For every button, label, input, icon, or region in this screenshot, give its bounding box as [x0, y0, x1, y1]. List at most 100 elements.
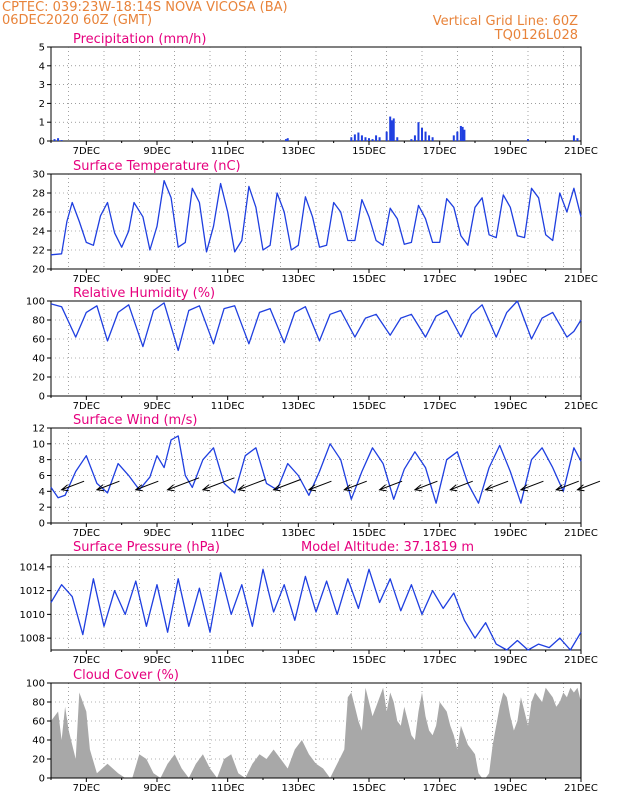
- precip-bar: [572, 135, 575, 141]
- precip-xtick-label: 13DEC: [281, 146, 315, 157]
- precip-xtick-label: 15DEC: [352, 146, 386, 157]
- precip-bar: [390, 120, 393, 141]
- precip-bar: [392, 118, 395, 141]
- precip-bar: [53, 139, 56, 141]
- pressure-xtick-label: 7DEC: [73, 655, 100, 666]
- wind-ytick-label: 6: [39, 471, 45, 482]
- precip-bar: [353, 134, 356, 141]
- wind-xtick-label: 19DEC: [493, 528, 527, 539]
- temp-ytick-label: 26: [32, 208, 45, 219]
- wind-wind-arrowhead: [519, 484, 529, 492]
- rh-xtick-label: 15DEC: [352, 401, 386, 412]
- precip-bar: [576, 138, 579, 141]
- wind-title: Surface Wind (m/s): [73, 413, 197, 428]
- temp-xtick-label: 13DEC: [281, 274, 315, 285]
- precip-bar: [527, 139, 529, 141]
- temp-title: Surface Temperature (nC): [73, 159, 241, 174]
- cloud-xtick-label: 19DEC: [493, 783, 527, 794]
- pressure-ytick-label: 1012: [20, 586, 45, 597]
- wind-wind-arrow: [556, 480, 579, 491]
- precip-bar: [461, 126, 464, 141]
- cloud-xtick-label: 15DEC: [352, 783, 386, 794]
- pressure-panel: [47, 554, 582, 654]
- temp-xtick-label: 19DEC: [493, 274, 527, 285]
- precip-bar: [459, 125, 462, 141]
- precip-ytick-label: 5: [39, 43, 45, 54]
- pressure-xtick-label: 9DEC: [143, 655, 170, 666]
- rh-xtick-label: 17DEC: [423, 401, 457, 412]
- rh-ytick-label: 100: [26, 297, 45, 308]
- wind-wind-arrow: [450, 480, 473, 491]
- precip-bar: [284, 139, 287, 141]
- pressure-xtick-label: 13DEC: [281, 655, 315, 666]
- precip-bar: [431, 137, 434, 141]
- precip-xtick-label: 21DEC: [564, 146, 598, 157]
- temp-ytick-label: 22: [32, 246, 45, 257]
- wind-wind-arrow: [379, 480, 403, 491]
- wind-wind-arrow: [273, 479, 301, 491]
- cloud-xtick-label: 17DEC: [423, 783, 457, 794]
- rh-xtick-label: 9DEC: [143, 401, 170, 412]
- wind-wind-arrowhead: [555, 484, 564, 492]
- precip-bar: [413, 135, 416, 141]
- cloud-ytick-label: 40: [32, 736, 45, 747]
- header-grid-info: Vertical Grid Line: 60Z: [432, 14, 578, 29]
- precip-xtick-label: 9DEC: [143, 146, 170, 157]
- precip-bar: [378, 137, 381, 141]
- cloud-area: [51, 687, 581, 778]
- precip-ytick-label: 2: [39, 99, 45, 110]
- precip-ytick-label: 3: [39, 80, 45, 91]
- temp-xtick-label: 7DEC: [73, 274, 100, 285]
- precip-bar: [428, 135, 431, 141]
- wind-wind-arrow: [344, 480, 367, 491]
- wind-ytick-label: 8: [39, 455, 45, 466]
- pressure-xtick-label: 11DEC: [211, 655, 245, 666]
- precip-bar: [421, 127, 423, 141]
- wind-ytick-label: 2: [39, 503, 45, 514]
- cloud-ytick-label: 80: [32, 698, 45, 709]
- precip-bar: [396, 137, 399, 141]
- wind-wind-arrowhead: [272, 484, 281, 492]
- precip-bar: [57, 138, 60, 141]
- wind-xtick-label: 15DEC: [352, 528, 386, 539]
- pressure-ytick-label: 1014: [20, 562, 45, 573]
- precip-ytick-label: 1: [39, 118, 45, 129]
- precip-bar: [424, 131, 427, 141]
- rh-xtick-label: 21DEC: [564, 401, 598, 412]
- wind-xtick-label: 9DEC: [143, 528, 170, 539]
- precip-xtick-label: 11DEC: [211, 146, 245, 157]
- precip-title: Precipitation (mm/h): [73, 32, 206, 47]
- precip-panel: [47, 46, 582, 145]
- precip-xtick-label: 19DEC: [493, 146, 527, 157]
- header-model-id: TQ0126L028: [494, 28, 578, 43]
- cloud-xtick-label: 21DEC: [564, 783, 598, 794]
- precip-bar: [456, 131, 459, 141]
- precip-bar: [368, 138, 370, 141]
- precip-bar: [385, 131, 388, 141]
- temp-ytick-label: 20: [32, 265, 45, 276]
- precip-bar: [350, 137, 353, 141]
- temp-xtick-label: 17DEC: [423, 274, 457, 285]
- wind-ytick-label: 4: [39, 487, 45, 498]
- wind-wind-arrow: [61, 480, 85, 491]
- temp-series-line: [50, 179, 582, 256]
- rh-series-line: [50, 300, 582, 352]
- wind-series-line: [50, 435, 582, 504]
- wind-ytick-label: 10: [32, 439, 45, 450]
- temp-xtick-label: 9DEC: [143, 274, 170, 285]
- wind-wind-arrowhead: [449, 484, 458, 492]
- precip-bar: [375, 135, 378, 141]
- wind-wind-arrowhead: [307, 484, 317, 492]
- wind-wind-arrowhead: [60, 484, 69, 492]
- temp-ytick-label: 28: [32, 189, 45, 200]
- precip-bar: [452, 135, 455, 141]
- wind-wind-arrow: [414, 480, 438, 491]
- wind-wind-arrowhead: [134, 484, 143, 492]
- wind-ytick-label: 12: [32, 424, 45, 435]
- rh-ytick-label: 20: [32, 373, 45, 384]
- wind-wind-arrowhead: [95, 484, 105, 492]
- temp-xtick-label: 15DEC: [352, 274, 386, 285]
- wind-xtick-label: 21DEC: [564, 528, 598, 539]
- rh-ytick-label: 60: [32, 335, 45, 346]
- cloud-xtick-label: 7DEC: [73, 783, 100, 794]
